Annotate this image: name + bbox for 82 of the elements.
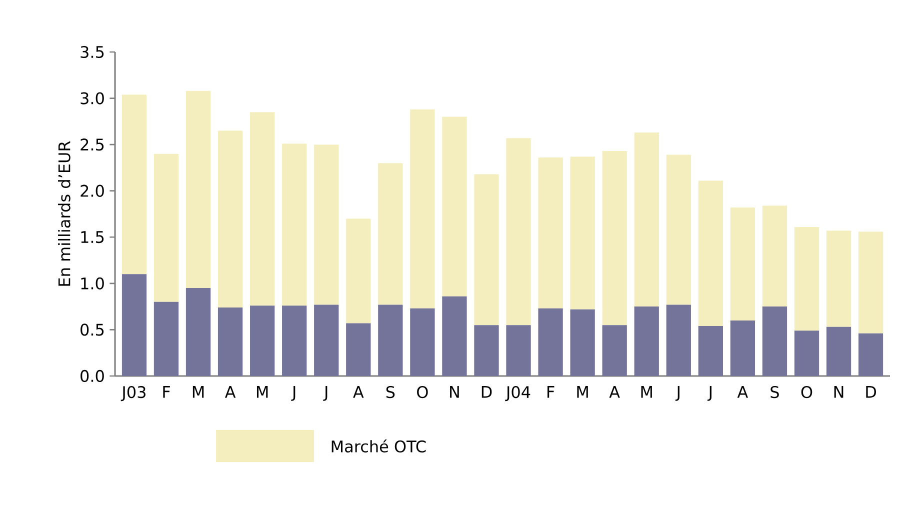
bar	[570, 309, 595, 376]
bar	[762, 306, 788, 376]
bar	[154, 302, 179, 376]
y-tick-label: 0.5	[80, 324, 104, 336]
bar	[474, 325, 499, 376]
x-tick-label: N	[450, 386, 459, 398]
bar	[538, 308, 563, 376]
bar	[442, 296, 467, 376]
x-tick-label: J03	[120, 386, 146, 402]
bar	[154, 154, 179, 302]
x-tick-label: F	[548, 386, 554, 398]
bar	[666, 304, 691, 376]
bar	[762, 206, 788, 307]
bar	[538, 158, 563, 308]
bar	[186, 288, 211, 376]
bar	[634, 132, 659, 307]
y-tick-label: 1.5	[81, 231, 104, 244]
bar	[250, 112, 275, 306]
bar	[602, 151, 627, 326]
bar	[218, 130, 243, 308]
bar	[122, 94, 147, 274]
bar	[410, 308, 435, 376]
x-tick-label: S	[770, 386, 779, 398]
bar	[858, 232, 884, 334]
bar	[730, 320, 756, 376]
x-tick-label: N	[834, 386, 844, 398]
bar	[250, 306, 275, 376]
x-tick-label: M	[641, 386, 652, 398]
bar	[730, 208, 756, 320]
text: Marché OTC	[332, 439, 426, 452]
bar	[346, 218, 371, 324]
bar	[442, 116, 467, 296]
x-tick-label: S	[386, 386, 395, 398]
bar	[698, 326, 723, 376]
x-tick-label: F	[163, 386, 170, 398]
bar	[186, 90, 211, 288]
y-tick-label: 2.5	[80, 138, 104, 151]
bar	[794, 226, 820, 331]
bar	[826, 326, 852, 376]
bar	[378, 163, 403, 305]
bar	[410, 109, 435, 308]
x-tick-label: J	[323, 386, 328, 401]
bar	[314, 304, 339, 376]
bar	[634, 306, 659, 376]
x-tick-label: O	[417, 386, 428, 398]
y-tick-label: 2.0	[80, 184, 104, 197]
x-tick-label: M	[256, 386, 268, 398]
bar	[506, 138, 531, 326]
x-tick-label: A	[737, 386, 748, 398]
x-tick-label: A	[609, 386, 620, 398]
x-tick-label: A	[353, 386, 364, 398]
bar	[602, 325, 627, 376]
bar	[314, 144, 339, 305]
x-tick-label: J04	[505, 386, 530, 402]
x-tick-label: M	[577, 386, 588, 398]
x-tick-label: J	[707, 386, 712, 401]
x-tick-label: D	[482, 386, 492, 398]
bar	[858, 333, 884, 376]
y-tick-label: 3.0	[80, 92, 104, 104]
y-tick-label: 1.0	[81, 277, 104, 290]
bar	[570, 156, 595, 310]
bar	[666, 154, 691, 305]
bar	[474, 174, 499, 326]
x-tick-label: M	[192, 386, 204, 398]
bar	[794, 330, 820, 376]
bar	[698, 180, 723, 326]
y-axis-title: En milliards d’EUR	[58, 141, 70, 286]
x-tick-label: A	[224, 386, 236, 398]
bar	[218, 307, 243, 376]
bar	[826, 230, 852, 327]
x-tick-label: O	[801, 386, 812, 398]
bar	[282, 306, 307, 376]
y-tick-label: 3.5	[80, 46, 104, 58]
x-tick-label: D	[866, 386, 876, 398]
x-tick-label: J	[291, 386, 296, 401]
bar	[346, 323, 371, 376]
bar	[378, 304, 403, 376]
x-tick-label: J	[675, 386, 680, 401]
y-tick-label: 0.0	[80, 370, 104, 382]
bar	[122, 274, 147, 376]
bar	[506, 325, 531, 376]
bar	[282, 144, 307, 306]
